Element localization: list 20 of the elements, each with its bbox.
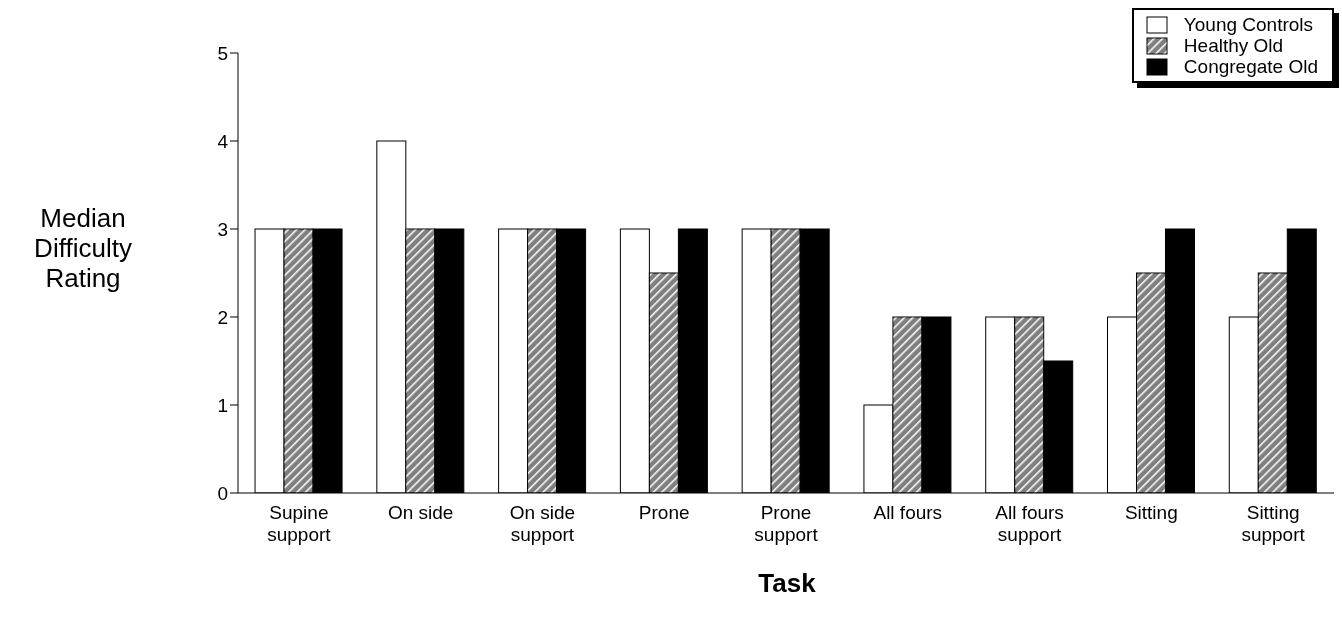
x-tick-label: Prone (638, 502, 690, 523)
legend-label: Young Controls (1183, 14, 1314, 35)
y-axis-title: Median Difficulty Rating (33, 203, 133, 293)
x-tick-label: All fours support (995, 502, 1064, 545)
x-tick-label: Sitting (1124, 502, 1178, 523)
y-tick-label: 4 (217, 130, 229, 152)
x-axis-title: Task (757, 568, 817, 599)
x-tick-label: All fours (873, 502, 943, 523)
x-tick-label: Prone support (754, 502, 819, 545)
x-tick-label: Supine support (267, 502, 332, 545)
legend-label: Healthy Old (1183, 35, 1284, 56)
x-tick-label: On side support (509, 502, 576, 545)
x-tick-label: Sitting support (1241, 502, 1306, 545)
y-tick-label: 3 (217, 218, 228, 240)
legend-label: Congregate Old (1183, 56, 1318, 77)
y-tick-label: 2 (217, 306, 228, 328)
x-tick-label: On side (387, 502, 454, 523)
y-tick-label: 1 (217, 394, 228, 416)
y-tick-label: 0 (217, 482, 228, 504)
y-tick-label: 5 (217, 42, 228, 64)
